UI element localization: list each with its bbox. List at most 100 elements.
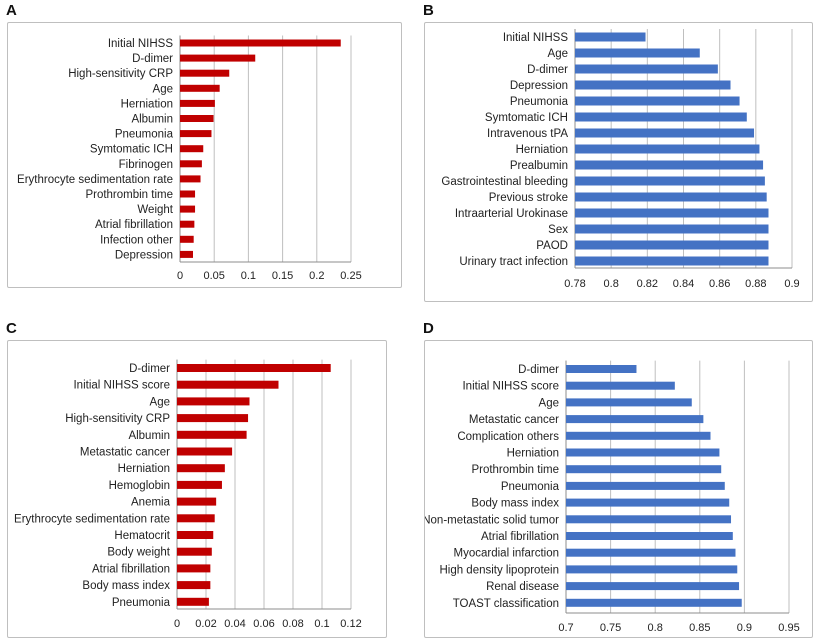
x-tick-label: 0 bbox=[174, 618, 180, 630]
panel-letter-b: B bbox=[423, 2, 434, 19]
category-label: Symtomatic ICH bbox=[485, 112, 568, 124]
category-label: Herniation bbox=[516, 144, 568, 156]
category-label: High-sensitivity CRP bbox=[68, 68, 173, 80]
category-label: Initial NIHSS score bbox=[73, 380, 170, 392]
bar bbox=[575, 240, 769, 250]
category-label: Prothrombin time bbox=[85, 189, 173, 201]
category-label: Non-metastatic solid tumor bbox=[425, 514, 559, 526]
bar bbox=[180, 130, 212, 138]
category-label: Herniation bbox=[121, 98, 173, 110]
panel-letter-a: A bbox=[6, 2, 17, 19]
bar bbox=[566, 548, 736, 557]
category-label: Symtomatic ICH bbox=[90, 144, 173, 156]
chart-panel-d: 0.7 0.75 0.8 0.85 0.9 0.95 D-dimer Initial NIHS… bbox=[424, 340, 813, 638]
category-label: Renal disease bbox=[486, 581, 559, 593]
bar bbox=[566, 498, 730, 507]
chart-c-svg: 0 0.02 0.04 0.06 0.08 0.1 0.12 D-dimer Initial N… bbox=[14, 359, 362, 630]
category-label: Fibrinogen bbox=[119, 159, 173, 171]
bar bbox=[566, 398, 692, 407]
bar bbox=[177, 397, 250, 406]
bar bbox=[177, 514, 215, 523]
bar bbox=[177, 531, 214, 539]
category-label: Albumin bbox=[128, 430, 170, 442]
bar bbox=[566, 481, 725, 490]
bar bbox=[575, 176, 765, 186]
bar bbox=[180, 250, 193, 258]
bar bbox=[566, 381, 675, 390]
chart-d-svg: 0.7 0.75 0.8 0.85 0.9 0.95 D-dimer Initial NIHS… bbox=[425, 360, 800, 634]
category-label: Age bbox=[548, 48, 568, 60]
x-tick-label: 0.25 bbox=[340, 270, 361, 282]
bar bbox=[566, 465, 722, 474]
chart-panel-a: 0 0.05 0.1 0.15 0.2 0.25 Initial NIHSS D-dimer H… bbox=[7, 22, 402, 288]
category-label: Weight bbox=[137, 204, 173, 216]
bar bbox=[575, 128, 755, 138]
category-label: Pneumonia bbox=[112, 597, 171, 609]
bar bbox=[180, 160, 202, 168]
chart-panel-b: 0.78 0.8 0.82 0.84 0.86 0.88 0.9 Initial NIHSS A… bbox=[424, 22, 813, 302]
x-tick-label: 0.7 bbox=[558, 622, 573, 634]
bar bbox=[566, 598, 742, 607]
bar bbox=[566, 431, 711, 440]
x-tick-label: 0.9 bbox=[784, 278, 799, 290]
panel-letter-d: D bbox=[423, 320, 434, 337]
category-label: Urinary tract infection bbox=[459, 256, 568, 268]
category-label: Pneumonia bbox=[115, 129, 174, 141]
category-label: Gastrointestinal bleeding bbox=[441, 176, 568, 188]
category-label: Age bbox=[153, 83, 173, 95]
chart-b-svg: 0.78 0.8 0.82 0.84 0.86 0.88 0.9 Initial NIHSS A… bbox=[441, 29, 800, 290]
category-label: D-dimer bbox=[129, 363, 170, 375]
x-tick-label: 0.1 bbox=[241, 270, 256, 282]
bar bbox=[566, 415, 704, 424]
category-label: Sex bbox=[548, 224, 568, 236]
category-label: High-sensitivity CRP bbox=[65, 413, 170, 425]
category-label: Metastatic cancer bbox=[80, 447, 170, 459]
chart-panel-c: 0 0.02 0.04 0.06 0.08 0.1 0.12 D-dimer Initial N… bbox=[7, 340, 387, 638]
category-label: Atrial fibrillation bbox=[95, 219, 173, 231]
category-label: Pneumonia bbox=[510, 96, 569, 108]
x-tick-label: 0.84 bbox=[673, 278, 694, 290]
category-label: Hematocrit bbox=[114, 530, 170, 542]
bar bbox=[575, 32, 646, 42]
x-tick-label: 0.78 bbox=[564, 278, 585, 290]
category-label: TOAST classification bbox=[453, 598, 559, 610]
category-label: Erythrocyte sedimentation rate bbox=[17, 174, 173, 186]
bar bbox=[575, 48, 700, 58]
bar bbox=[177, 414, 249, 423]
category-label: Hemoglobin bbox=[109, 480, 170, 492]
x-tick-label: 0.86 bbox=[709, 278, 730, 290]
bar bbox=[180, 175, 201, 183]
category-label: Myocardial infarction bbox=[454, 548, 559, 560]
category-label: Atrial fibrillation bbox=[92, 563, 170, 575]
bar bbox=[177, 380, 279, 389]
bar bbox=[180, 220, 195, 228]
x-tick-label: 0.82 bbox=[637, 278, 658, 290]
x-tick-label: 0.08 bbox=[282, 618, 303, 630]
category-label: Infection other bbox=[100, 234, 173, 246]
category-label: Herniation bbox=[118, 463, 170, 475]
x-tick-label: 0.06 bbox=[253, 618, 274, 630]
bar bbox=[575, 160, 764, 170]
category-label: D-dimer bbox=[132, 53, 173, 65]
category-label: Pneumonia bbox=[501, 481, 560, 493]
bar bbox=[575, 256, 769, 266]
category-label: D-dimer bbox=[527, 64, 568, 76]
category-label: Body mass index bbox=[82, 580, 170, 592]
category-label: Herniation bbox=[507, 448, 559, 460]
category-label: Intravenous tPA bbox=[487, 128, 568, 140]
bar bbox=[177, 430, 247, 439]
bar bbox=[177, 480, 222, 489]
bar bbox=[177, 547, 212, 556]
bar bbox=[177, 597, 209, 606]
chart-a-svg: 0 0.05 0.1 0.15 0.2 0.25 Initial NIHSS D-dimer H… bbox=[17, 35, 362, 282]
category-label: Prothrombin time bbox=[471, 464, 559, 476]
bar bbox=[575, 96, 740, 106]
bar bbox=[180, 99, 215, 107]
bar bbox=[180, 39, 341, 47]
bar bbox=[177, 564, 211, 573]
bar bbox=[575, 80, 731, 90]
bar bbox=[566, 532, 733, 540]
category-label: High density lipoprotein bbox=[439, 564, 559, 576]
x-tick-label: 0.15 bbox=[272, 270, 293, 282]
x-tick-label: 0.12 bbox=[340, 618, 361, 630]
